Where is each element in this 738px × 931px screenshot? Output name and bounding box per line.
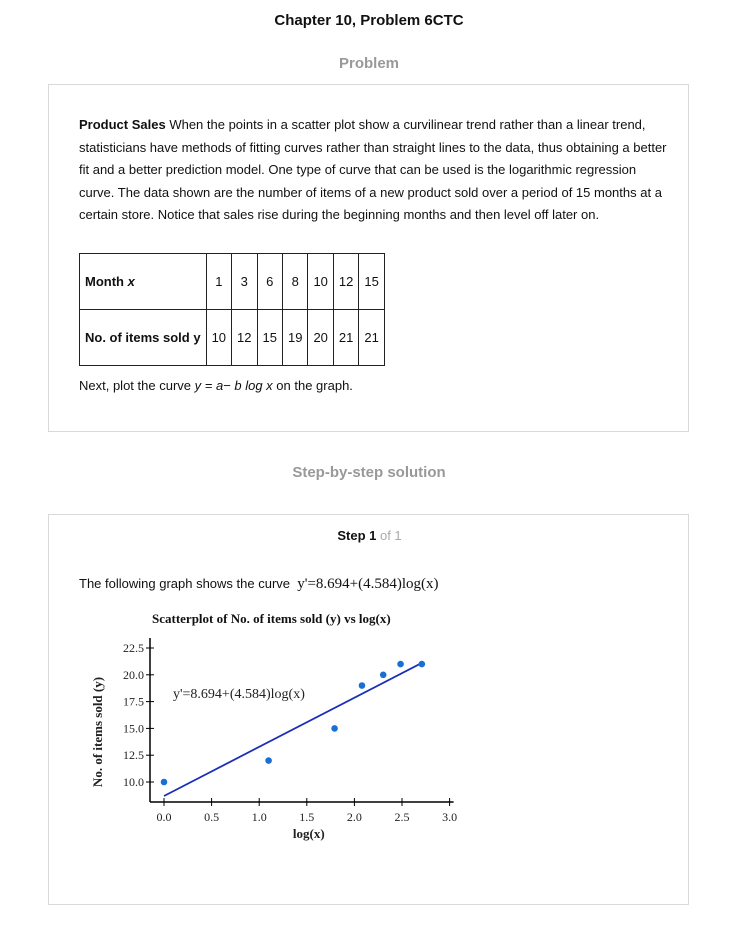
x-tick-label: 3.0 — [442, 810, 457, 824]
data-table: Month x 1 3 6 8 10 12 15 No. of items so… — [79, 253, 385, 366]
data-point — [358, 682, 366, 689]
data-point — [265, 757, 272, 764]
step-label: Step 1 of 1 — [49, 528, 690, 543]
instruction-text: Next, plot the curve y = a− b log x on t… — [79, 378, 353, 393]
data-point — [397, 660, 404, 668]
y-tick-label: 12.5 — [123, 748, 144, 762]
chart-title: Scatterplot of No. of items sold (y) vs … — [152, 611, 391, 626]
data-point — [418, 660, 426, 668]
x-tick-label: 0.5 — [204, 810, 219, 824]
table-cell: 12 — [332, 253, 360, 310]
instruction-pre: Next, plot the curve — [79, 378, 195, 393]
solution-heading: Step-by-step solution — [292, 464, 446, 481]
data-point — [160, 778, 168, 786]
table-cell: 20 — [307, 309, 334, 366]
y-axis-label: No. of items sold (y) — [90, 677, 105, 787]
table-cell: 21 — [332, 309, 360, 366]
solution-equation: y'=8.694+(4.584)log(x) — [297, 576, 439, 592]
solution-intro: The following graph shows the curve y'=8… — [79, 576, 439, 593]
x-tick-label: 2.5 — [395, 810, 410, 824]
equation-annotation: y'=8.694+(4.584)log(x) — [173, 687, 305, 702]
x-tick-label: 1.5 — [299, 810, 314, 824]
solution-intro-text: The following graph shows the curve — [79, 576, 291, 591]
regression-line — [163, 662, 423, 797]
problem-heading: Problem — [338, 55, 399, 72]
table-cell: 10 — [307, 253, 334, 310]
row-var: x — [127, 274, 135, 289]
table-cell: 15 — [358, 253, 385, 310]
table-cell: 15 — [256, 309, 283, 366]
step-of: of 1 — [376, 528, 402, 543]
y-tick-label: 17.5 — [123, 695, 144, 709]
y-tick-label: 20.0 — [123, 668, 144, 682]
table-cell: 21 — [358, 309, 385, 366]
x-tick-label: 1.0 — [252, 810, 267, 824]
table-cell: 10 — [205, 309, 233, 366]
table-cell: 8 — [281, 253, 309, 310]
y-tick-label: 10.0 — [123, 775, 144, 789]
row-label: Month — [85, 274, 124, 289]
table-row: No. of items sold y 10 12 15 19 20 21 21 — [79, 309, 385, 366]
row-header-month: Month x — [79, 253, 207, 310]
problem-card: Product Sales When the points in a scatt… — [48, 84, 689, 432]
solution-card: Step 1 of 1 The following graph shows th… — [48, 514, 689, 905]
table-cell: 6 — [256, 253, 283, 310]
table-cell: 3 — [231, 253, 258, 310]
x-tick-label: 2.0 — [347, 810, 362, 824]
table-cell: 12 — [231, 309, 258, 366]
data-point — [331, 725, 338, 732]
table-row: Month x 1 3 6 8 10 12 15 — [79, 253, 385, 310]
x-axis-label: log(x) — [293, 826, 325, 841]
scatter-chart: 10.0 12.5 15.0 17.5 20.0 22.5 0.0 0.5 1.0 1.5 2.0 2… — [90, 638, 457, 841]
y-tick-label: 22.5 — [123, 641, 144, 655]
instruction-post: on the graph. — [272, 378, 353, 393]
table-cell: 19 — [281, 309, 309, 366]
data-point — [379, 671, 387, 679]
problem-lead: Product Sales — [79, 117, 166, 132]
table-cell: 1 — [205, 253, 233, 310]
problem-body: When the points in a scatter plot show a… — [79, 117, 667, 222]
y-tick-label: 15.0 — [123, 721, 144, 735]
x-tick-label: 0.0 — [157, 810, 172, 824]
problem-text: Product Sales When the points in a scatt… — [79, 114, 669, 227]
page-title: Chapter 10, Problem 6CTC — [274, 12, 464, 29]
step-word: Step 1 — [337, 528, 377, 543]
row-header-items: No. of items sold y — [79, 309, 207, 366]
instruction-equation: y = a− b log x — [194, 378, 273, 393]
